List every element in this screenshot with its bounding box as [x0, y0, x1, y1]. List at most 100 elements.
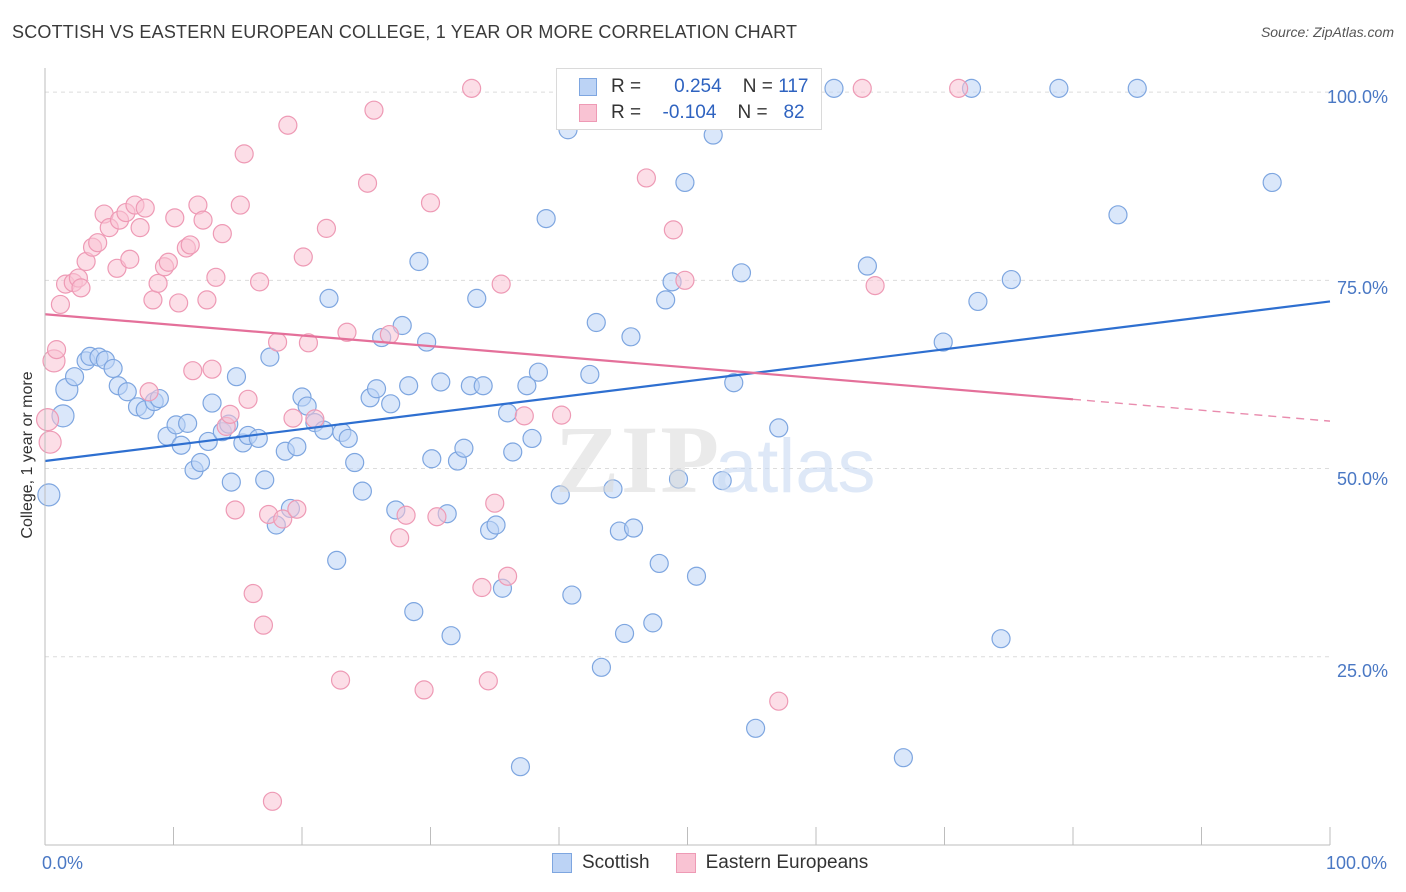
eastern-point: [485, 493, 505, 513]
x-tick-min: 0.0%: [42, 853, 84, 873]
svg-text:atlas: atlas: [715, 424, 876, 509]
r-label: R =: [611, 76, 642, 97]
zipatlas-watermark: ZIP atlas: [555, 406, 876, 513]
eastern-trend-extension: [1072, 398, 1331, 422]
legend-item-eastern[interactable]: Eastern Europeans: [675, 852, 868, 874]
eastern-point: [169, 293, 189, 313]
scottish-point: [37, 483, 61, 507]
scottish-point: [643, 613, 663, 633]
eastern-point: [267, 332, 288, 352]
eastern-point: [283, 408, 303, 428]
eastern-point: [158, 252, 178, 272]
n-label: N =: [737, 102, 768, 123]
scottish-point: [409, 251, 429, 272]
scottish-point: [287, 437, 307, 457]
scottish-point: [857, 256, 878, 276]
eastern-swatch: [579, 104, 597, 122]
eastern-point: [120, 249, 140, 269]
y-tick-50: 50.0%: [1337, 469, 1389, 489]
eastern-point: [472, 577, 492, 598]
scottish-point: [117, 382, 137, 402]
scottish-point: [417, 332, 437, 352]
eastern-point: [50, 294, 71, 315]
eastern-point: [357, 173, 378, 193]
eastern-point: [230, 195, 250, 215]
eastern-point: [478, 671, 498, 691]
eastern-point: [238, 389, 258, 409]
scottish-point: [441, 626, 461, 646]
eastern-point: [88, 233, 108, 253]
eastern-point: [675, 270, 695, 290]
scottish-point: [591, 657, 612, 677]
scottish-point: [675, 172, 695, 193]
eastern-legend-swatch: [675, 853, 696, 873]
scottish-point: [226, 367, 247, 387]
eastern-point: [165, 208, 185, 228]
scottish-point: [731, 263, 752, 283]
legend-row-eastern: R = -0.104 N = 82: [579, 101, 805, 125]
eastern-point: [262, 791, 283, 811]
eastern-point: [71, 278, 91, 298]
svg-text:ZIP: ZIP: [555, 406, 721, 513]
scottish-point: [586, 312, 606, 333]
eastern-point: [273, 509, 293, 529]
y-tick-25: 25.0%: [1337, 661, 1389, 681]
scottish-point: [431, 372, 451, 392]
scottish-point: [64, 367, 85, 387]
scottish-point: [319, 288, 339, 309]
scottish-point: [345, 452, 365, 473]
eastern-trend-line: [44, 313, 1074, 401]
scottish-point: [656, 290, 676, 310]
eastern-point: [183, 361, 203, 381]
points-layer: [35, 78, 1282, 811]
legend-item-scottish[interactable]: Scottish: [552, 852, 650, 874]
eastern-point: [293, 247, 313, 267]
eastern-point: [337, 322, 357, 342]
scottish-point: [202, 393, 222, 413]
eastern-point: [305, 409, 325, 429]
eastern-point: [514, 406, 534, 426]
eastern-point: [234, 144, 254, 164]
scottish-point: [824, 78, 844, 98]
eastern-point: [298, 333, 319, 353]
scottish-swatch: [579, 78, 597, 96]
scottish-point: [724, 373, 744, 393]
eastern-point: [414, 680, 434, 700]
eastern-point: [498, 566, 518, 586]
eastern-point: [202, 359, 222, 379]
scottish-point: [623, 518, 644, 538]
scottish-point: [603, 479, 623, 499]
scottish-point: [621, 327, 641, 347]
scottish-point: [498, 403, 518, 423]
eastern-point: [364, 100, 384, 120]
eastern-point: [636, 168, 656, 188]
scottish-point: [399, 376, 419, 396]
eastern-point: [551, 405, 572, 425]
scottish-point: [1262, 172, 1282, 193]
scottish-legend-label: Scottish: [582, 852, 650, 873]
scottish-point: [510, 757, 531, 777]
scottish-point: [528, 362, 549, 382]
scottish-trend-line: [44, 300, 1331, 463]
scottish-point: [260, 347, 280, 367]
y-axis-label: College, 1 year or more: [19, 371, 36, 539]
scottish-legend-swatch: [552, 853, 572, 873]
correlation-legend: R = 0.254 N = 117 R = -0.104 N = 82: [556, 68, 822, 130]
eastern-point: [206, 267, 226, 287]
eastern-point: [278, 115, 298, 135]
eastern-point: [180, 235, 200, 255]
scottish-point: [1127, 78, 1147, 98]
chart-title: SCOTTISH VS EASTERN EUROPEAN COLLEGE, 1 …: [12, 22, 798, 42]
eastern-point: [35, 408, 60, 432]
eastern-point: [663, 220, 683, 240]
eastern-point: [287, 499, 307, 519]
scottish-point: [473, 376, 493, 396]
eastern-point: [491, 274, 511, 294]
r-label: R =: [611, 102, 642, 123]
scottish-r-value: 0.254: [674, 76, 722, 97]
trend-layer: [44, 300, 1331, 463]
scottish-point: [893, 748, 913, 768]
scottish-point: [327, 550, 347, 571]
scottish-point: [1108, 205, 1128, 225]
